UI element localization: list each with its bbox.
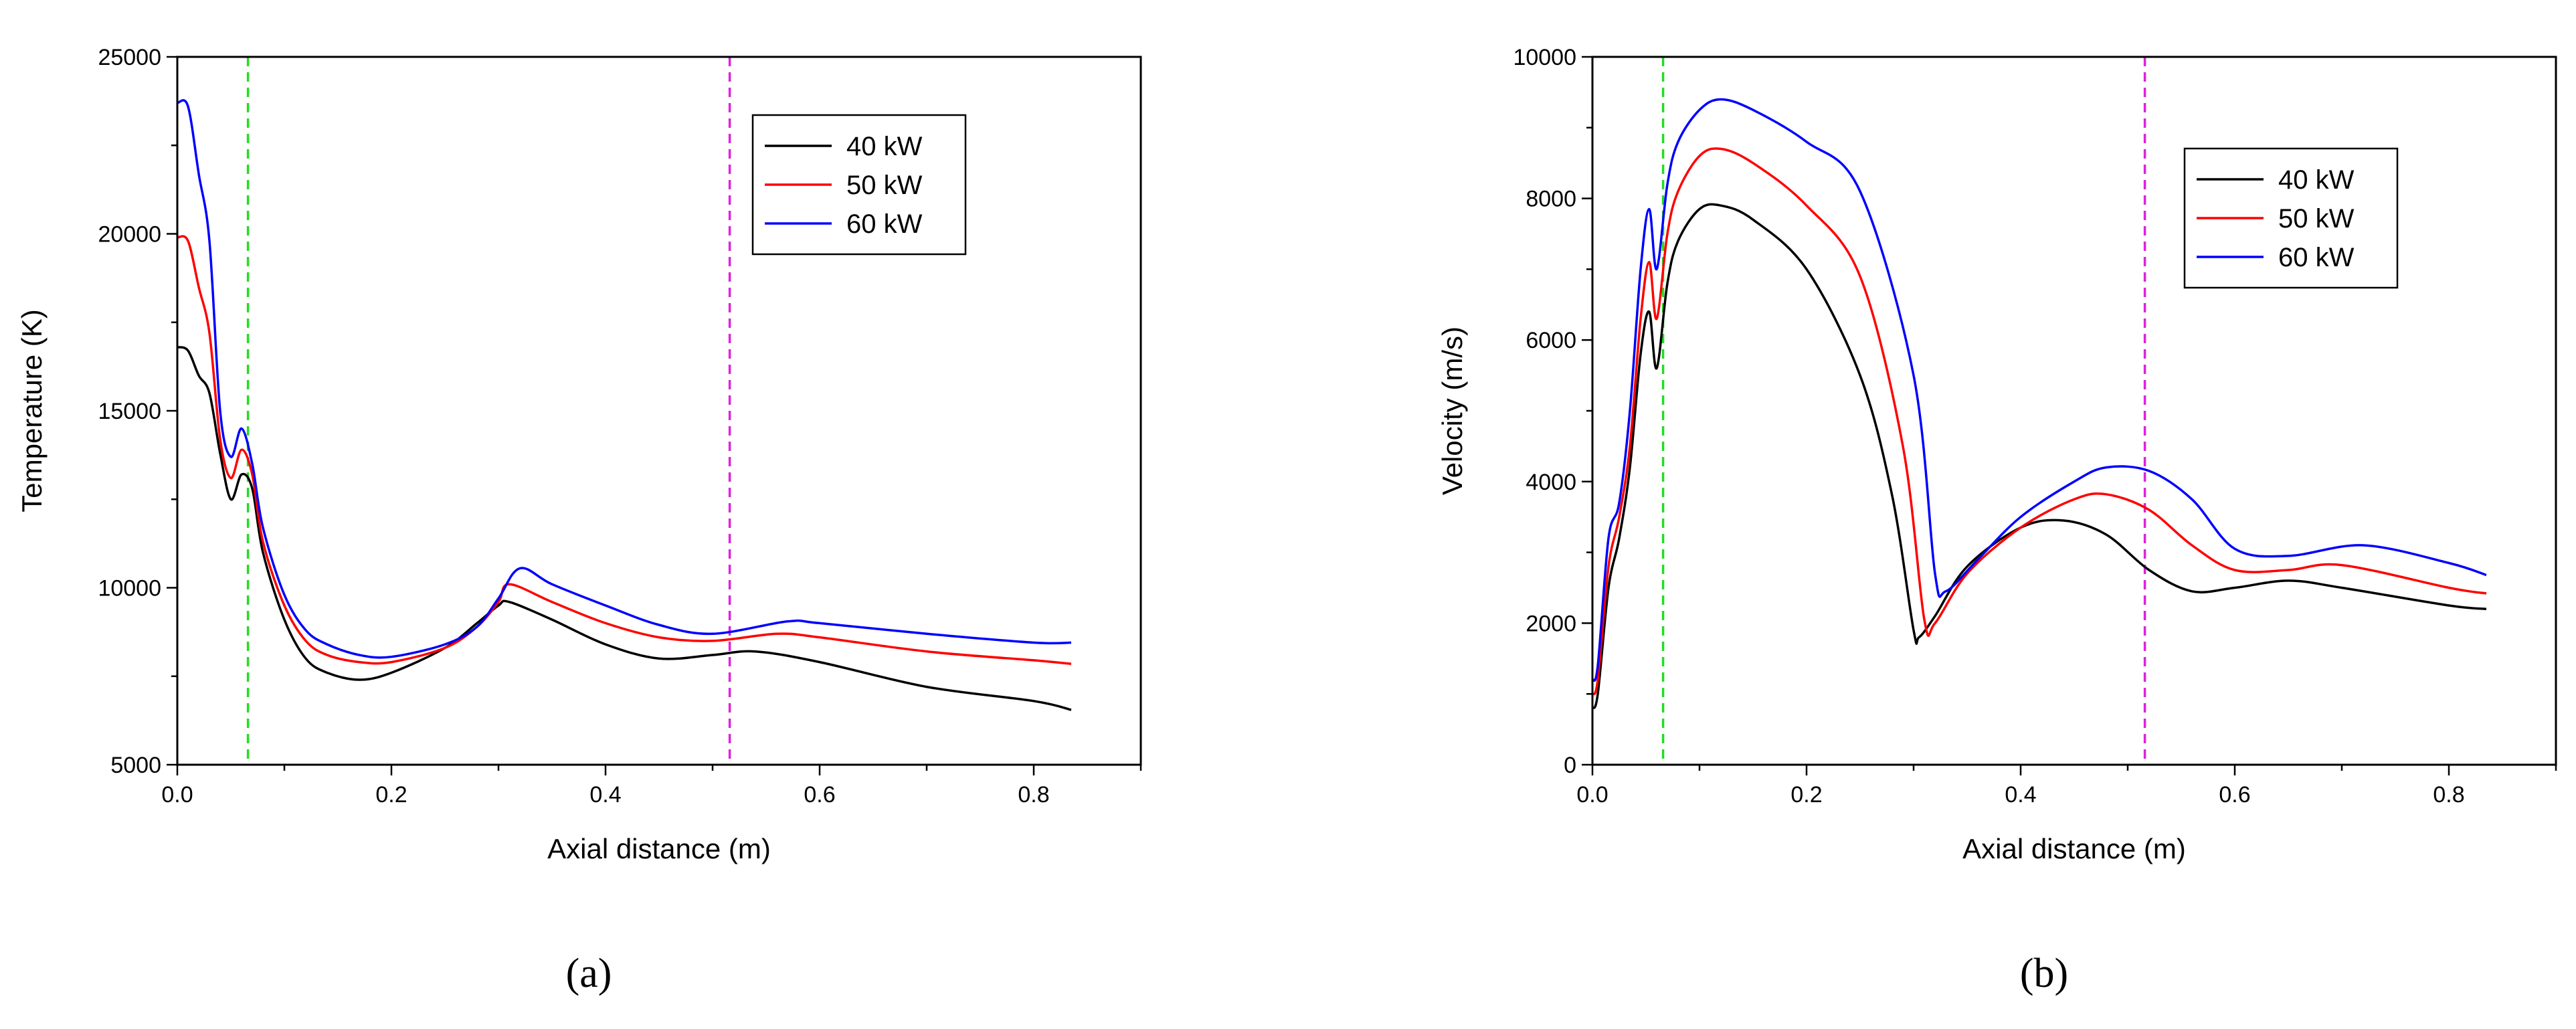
legend-label: 50 kW [846,171,923,200]
x-tick-label: 0.0 [1576,782,1608,808]
y-tick-label: 20000 [98,222,161,248]
legend-label: 60 kW [2278,243,2355,272]
legend: 40 kW 50 kW 60 kW [2183,147,2399,289]
series-line-40-kw [1591,203,2487,709]
series-line-60-kw [177,99,1072,659]
panel-caption: (a) [566,951,612,996]
y-tick-label: 10000 [98,576,161,601]
y-tick-label: 10000 [1513,45,1576,70]
x-tick-label: 0.4 [2005,782,2036,808]
x-tick-label: 0.2 [1790,782,1822,808]
y-tick-label: 2000 [1526,611,1576,636]
plot-frame [1591,56,2557,766]
legend-label: 40 kW [846,132,923,161]
y-tick-label: 25000 [98,45,161,70]
y-tick-label: 5000 [110,753,161,778]
x-tick-label: 0.8 [1018,782,1049,808]
y-tick-label: 4000 [1526,470,1576,495]
legend: 40 kW 50 kW 60 kW [751,114,967,256]
x-axis-label: Axial distance (m) [547,833,771,864]
x-tick-label: 0.6 [804,782,835,808]
x-tick-label: 0.0 [161,782,193,808]
series-line-50-kw [1591,147,2487,696]
x-tick-label: 0.6 [2219,782,2250,808]
x-tick-label: 0.8 [2433,782,2464,808]
series-line-50-kw [177,235,1072,665]
y-axis-label: Velocity (m/s) [1437,326,1468,495]
y-tick-label: 8000 [1526,187,1576,212]
velocity-chart-panel: 0.0 0.2 0.4 0.6 0.8 0 2000 4000 6000 8000 10000 A… [1437,45,2557,996]
x-tick-label: 0.4 [589,782,621,808]
legend-label: 40 kW [2278,165,2355,195]
y-tick-label: 6000 [1526,328,1576,353]
y-axis-label: Temperature (K) [16,309,48,512]
series-line-60-kw [1591,98,2487,682]
legend-label: 50 kW [2278,204,2355,233]
y-tick-label: 15000 [98,399,161,424]
panel-caption: (b) [2020,951,2068,996]
legend-label: 60 kW [846,209,923,239]
x-axis-label: Axial distance (m) [1962,833,2186,864]
series-line-40-kw [177,346,1072,711]
x-tick-label: 0.2 [375,782,407,808]
y-tick-label: 0 [1564,753,1576,778]
temperature-chart-panel: 0.0 0.2 0.4 0.6 0.8 5000 10000 15000 20000 25000… [16,45,1142,996]
